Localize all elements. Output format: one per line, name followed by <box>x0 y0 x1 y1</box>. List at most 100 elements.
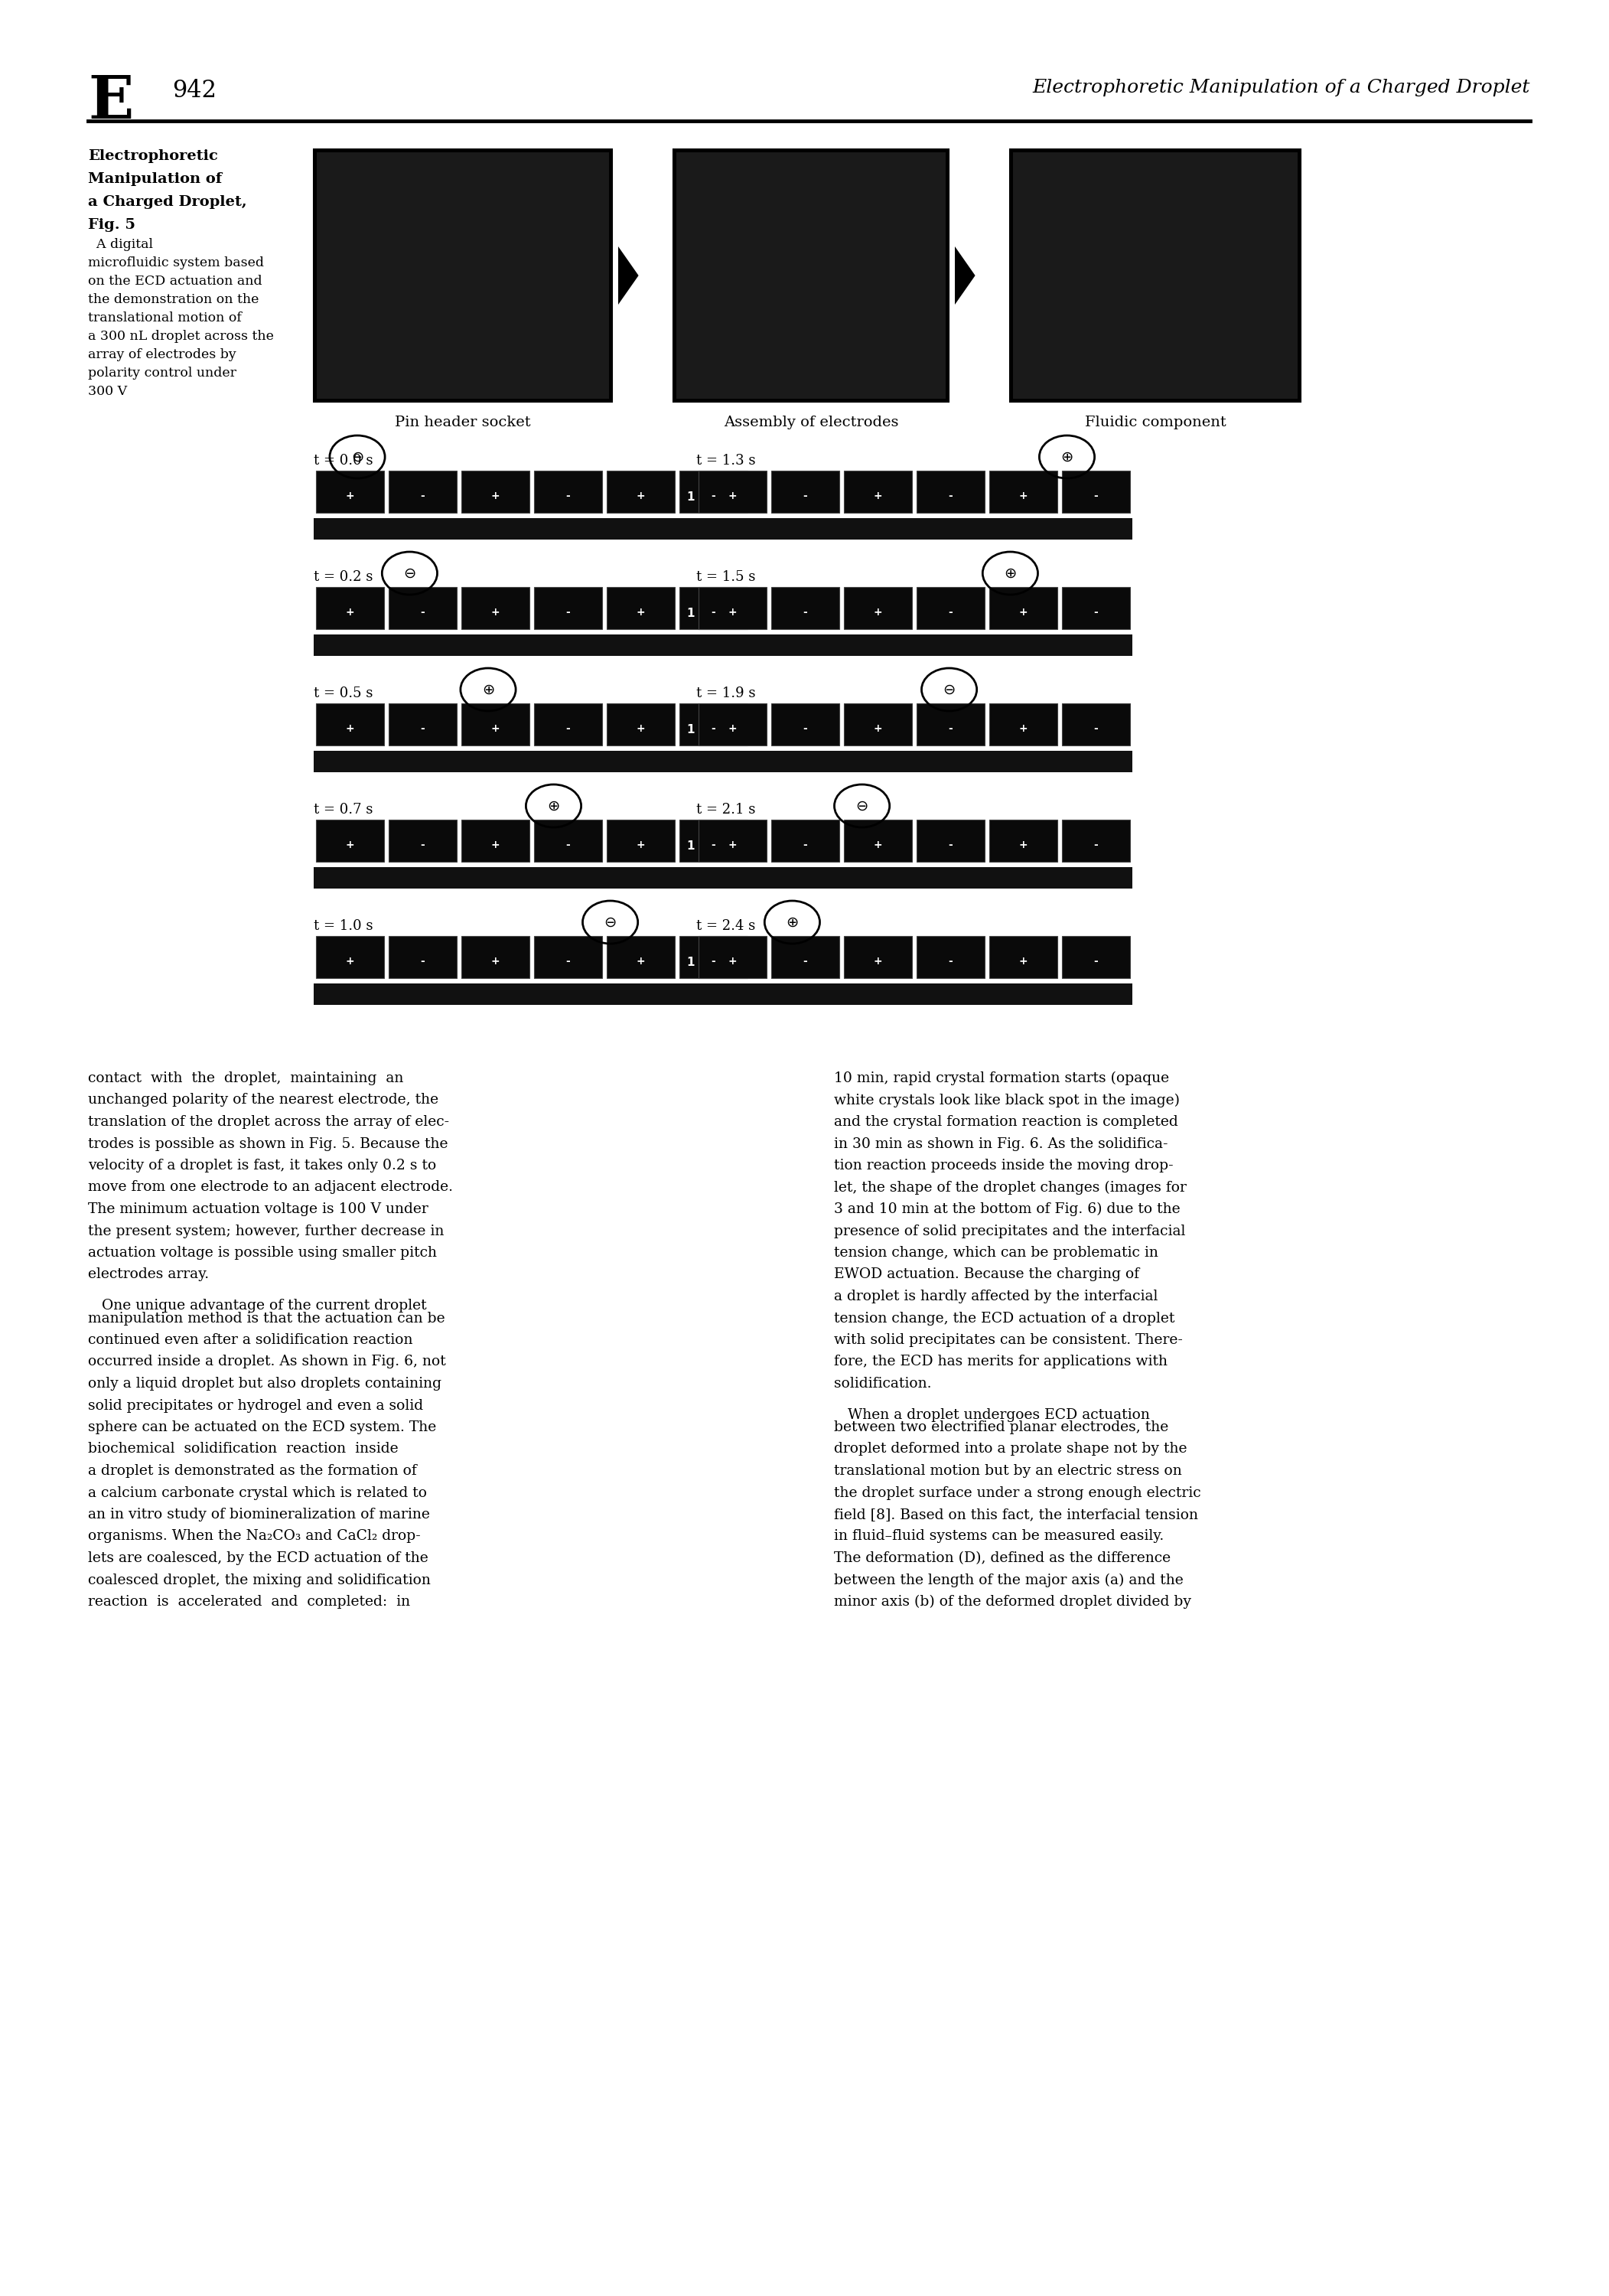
Text: -: - <box>711 606 716 618</box>
Bar <box>679 820 748 861</box>
Text: tension change, the ECD actuation of a droplet: tension change, the ECD actuation of a d… <box>833 1311 1175 1325</box>
Text: 1: 1 <box>304 840 312 852</box>
Bar <box>462 588 529 629</box>
Text: trodes is possible as shown in Fig. 5. Because the: trodes is possible as shown in Fig. 5. B… <box>88 1137 447 1150</box>
Text: +: + <box>491 723 500 735</box>
Text: between two electrified planar electrodes, the: between two electrified planar electrode… <box>833 1421 1168 1435</box>
Bar <box>314 634 750 657</box>
Bar <box>917 703 985 746</box>
Text: velocity of a droplet is fast, it takes only 0.2 s to: velocity of a droplet is fast, it takes … <box>88 1159 436 1173</box>
Bar <box>314 149 611 402</box>
Text: +: + <box>491 491 500 501</box>
Text: 1: 1 <box>687 840 695 852</box>
Text: the present system; however, further decrease in: the present system; however, further dec… <box>88 1224 444 1238</box>
Bar <box>389 820 457 861</box>
Text: Manipulation of: Manipulation of <box>88 172 222 186</box>
Text: -: - <box>803 723 808 735</box>
Bar <box>462 820 529 861</box>
Text: a Charged Droplet,: a Charged Droplet, <box>88 195 246 209</box>
Text: ⊕: ⊕ <box>481 682 494 698</box>
Text: on the ECD actuation and: on the ECD actuation and <box>88 276 262 287</box>
Bar <box>917 588 985 629</box>
Text: sphere can be actuated on the ECD system. The: sphere can be actuated on the ECD system… <box>88 1421 436 1435</box>
Text: Assembly of electrodes: Assembly of electrodes <box>724 416 898 429</box>
Text: +: + <box>1018 723 1028 735</box>
Text: +: + <box>346 723 354 735</box>
Text: +: + <box>636 840 645 850</box>
Bar <box>462 703 529 746</box>
Bar <box>389 703 457 746</box>
Text: coalesced droplet, the mixing and solidification: coalesced droplet, the mixing and solidi… <box>88 1573 431 1587</box>
Text: +: + <box>1018 606 1028 618</box>
Text: t = 0.7 s: t = 0.7 s <box>314 804 373 817</box>
Text: unchanged polarity of the nearest electrode, the: unchanged polarity of the nearest electr… <box>88 1093 439 1107</box>
Text: 1: 1 <box>304 608 312 620</box>
Text: +: + <box>491 840 500 850</box>
Text: t = 2.1 s: t = 2.1 s <box>697 804 756 817</box>
Bar <box>676 152 946 400</box>
Text: -: - <box>566 606 570 618</box>
Text: 1: 1 <box>687 491 695 503</box>
Bar <box>1010 149 1300 402</box>
Text: +: + <box>729 723 737 735</box>
Text: +: + <box>874 840 882 850</box>
Text: +: + <box>346 491 354 501</box>
Text: -: - <box>711 491 716 501</box>
Text: 10 min, rapid crystal formation starts (opaque: 10 min, rapid crystal formation starts (… <box>833 1072 1170 1086</box>
Text: -: - <box>948 723 953 735</box>
Text: -: - <box>420 491 425 501</box>
Text: 1: 1 <box>304 957 312 969</box>
Text: -: - <box>803 606 808 618</box>
Text: t = 1.3 s: t = 1.3 s <box>697 455 756 468</box>
Bar <box>697 519 1133 540</box>
Text: +: + <box>729 955 737 967</box>
Bar <box>315 820 385 861</box>
Text: +: + <box>874 606 882 618</box>
Text: actuation voltage is possible using smaller pitch: actuation voltage is possible using smal… <box>88 1247 438 1261</box>
Text: tion reaction proceeds inside the moving drop-: tion reaction proceeds inside the moving… <box>833 1159 1173 1173</box>
Bar <box>314 868 750 889</box>
Text: +: + <box>729 840 737 850</box>
Bar <box>990 703 1057 746</box>
Text: -: - <box>420 723 425 735</box>
Text: array of electrodes by: array of electrodes by <box>88 349 237 360</box>
Text: occurred inside a droplet. As shown in Fig. 6, not: occurred inside a droplet. As shown in F… <box>88 1355 446 1368</box>
Bar <box>990 820 1057 861</box>
Text: +: + <box>636 491 645 501</box>
Text: translational motion of: translational motion of <box>88 312 241 324</box>
Text: the droplet surface under a strong enough electric: the droplet surface under a strong enoug… <box>833 1486 1200 1499</box>
Bar <box>1062 588 1130 629</box>
Text: EWOD actuation. Because the charging of: EWOD actuation. Because the charging of <box>833 1267 1139 1281</box>
Bar <box>917 471 985 512</box>
Text: +: + <box>491 606 500 618</box>
Bar <box>462 471 529 512</box>
Text: only a liquid droplet but also droplets containing: only a liquid droplet but also droplets … <box>88 1378 441 1391</box>
Text: -: - <box>566 723 570 735</box>
Text: +: + <box>1018 491 1028 501</box>
Text: t = 0.5 s: t = 0.5 s <box>314 687 373 700</box>
Bar <box>843 820 912 861</box>
Bar <box>771 471 840 512</box>
Text: ⊖: ⊖ <box>603 914 616 930</box>
Bar <box>315 588 385 629</box>
Text: E: E <box>88 73 134 131</box>
Text: t = 0.0 s: t = 0.0 s <box>314 455 373 468</box>
Text: ⊕: ⊕ <box>1060 450 1073 464</box>
Bar <box>315 937 385 978</box>
Text: -: - <box>711 955 716 967</box>
Bar <box>673 149 949 402</box>
Bar <box>698 471 766 512</box>
Bar <box>771 703 840 746</box>
Bar <box>389 471 457 512</box>
Text: electrodes array.: electrodes array. <box>88 1267 209 1281</box>
Text: +: + <box>729 606 737 618</box>
Text: tension change, which can be problematic in: tension change, which can be problematic… <box>833 1247 1158 1261</box>
Text: ⊖: ⊖ <box>943 682 956 698</box>
Text: -: - <box>803 840 808 850</box>
Text: fore, the ECD has merits for applications with: fore, the ECD has merits for application… <box>833 1355 1168 1368</box>
Text: -: - <box>948 840 953 850</box>
Text: -: - <box>1094 840 1099 850</box>
Bar <box>1014 152 1297 400</box>
Text: -: - <box>948 955 953 967</box>
Bar <box>315 471 385 512</box>
